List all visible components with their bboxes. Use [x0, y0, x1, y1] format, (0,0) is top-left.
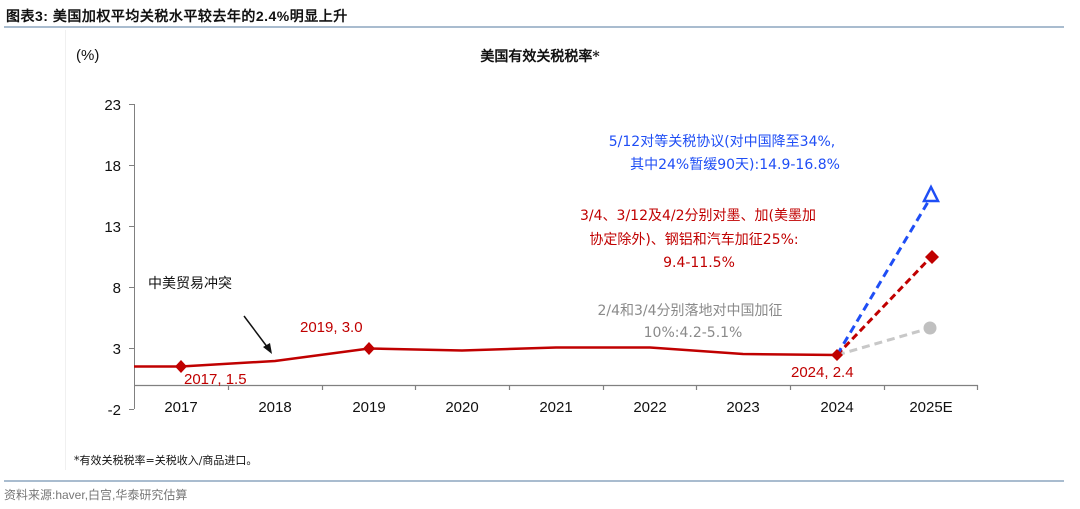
x-tick-label: 2025E — [909, 399, 952, 416]
x-tick-label: 2020 — [445, 399, 478, 416]
data-label-2024: 2024, 2.4 — [791, 364, 854, 381]
y-axis-unit-label: (%) — [76, 47, 100, 64]
y-tick-labels: 23 18 13 8 3 -2 — [104, 97, 121, 419]
y-tick-label: 18 — [104, 158, 121, 175]
marker-2025-red-diamond-icon — [925, 250, 939, 264]
scenario-red-line — [835, 255, 933, 357]
source-note: 资料来源:haver,白宫,华泰研究估算 — [4, 488, 188, 502]
figure-title: 图表3: 美国加权平均关税水平较去年的2.4%明显上升 — [6, 8, 348, 24]
chart-title: 美国有效关税税率* — [480, 49, 600, 65]
chart-frame-line — [65, 30, 66, 470]
bottom-rule — [4, 480, 1064, 482]
data-label-2019: 2019, 3.0 — [300, 319, 363, 336]
annotation-arrow-icon — [243, 315, 272, 354]
x-tick-label: 2017 — [164, 399, 197, 416]
y-tick-label: 13 — [104, 219, 121, 236]
y-tick-label: 3 — [113, 341, 121, 358]
marker-2025-gray-circle-icon — [923, 321, 937, 335]
x-tick-label: 2021 — [539, 399, 572, 416]
marker-2019-diamond-icon — [363, 342, 375, 355]
x-tick-label: 2022 — [633, 399, 666, 416]
annotation-trade-war: 中美贸易冲突 — [148, 276, 232, 292]
top-rule — [4, 26, 1064, 28]
annotation-red-line1: 3/4、3/12及4/2分别对墨、加(美墨加 — [580, 208, 816, 224]
annotation-blue-line2: 其中24%暂缓90天):14.9-16.8% — [630, 157, 840, 173]
y-tick-label: 8 — [113, 280, 121, 297]
y-axis — [129, 104, 135, 410]
y-tick-label: 23 — [104, 97, 121, 114]
scenario-blue-line — [835, 196, 933, 356]
annotation-red-line3: 9.4-11.5% — [663, 255, 735, 271]
main-tariff-line — [134, 346, 838, 368]
marker-2025-blue-triangle-icon — [921, 184, 941, 203]
x-tick-label: 2019 — [352, 399, 385, 416]
footnote: *有效关税税率=关税收入/商品进口。 — [74, 454, 258, 467]
data-label-2017: 2017, 1.5 — [184, 371, 247, 388]
y-tick-label: -2 — [108, 402, 121, 419]
scenario-gray-line — [836, 326, 931, 357]
x-tick-label: 2023 — [726, 399, 759, 416]
annotation-gray-line2: 10%:4.2-5.1% — [644, 325, 743, 341]
x-axis — [134, 384, 979, 390]
x-tick-labels: 2017 2018 2019 2020 2021 2022 2023 2024 … — [164, 399, 952, 416]
marker-2017-diamond-icon — [175, 360, 187, 373]
x-tick-label: 2024 — [820, 399, 853, 416]
x-tick-label: 2018 — [258, 399, 291, 416]
annotation-red-line2: 协定除外)、钢铝和汽车加征25%: — [589, 231, 798, 248]
annotation-gray-line1: 2/4和3/4分别落地对中国加征 — [597, 303, 782, 319]
marker-2024-diamond-icon — [831, 349, 843, 361]
annotation-blue-line1: 5/12对等关税协议(对中国降至34%, — [609, 133, 835, 150]
